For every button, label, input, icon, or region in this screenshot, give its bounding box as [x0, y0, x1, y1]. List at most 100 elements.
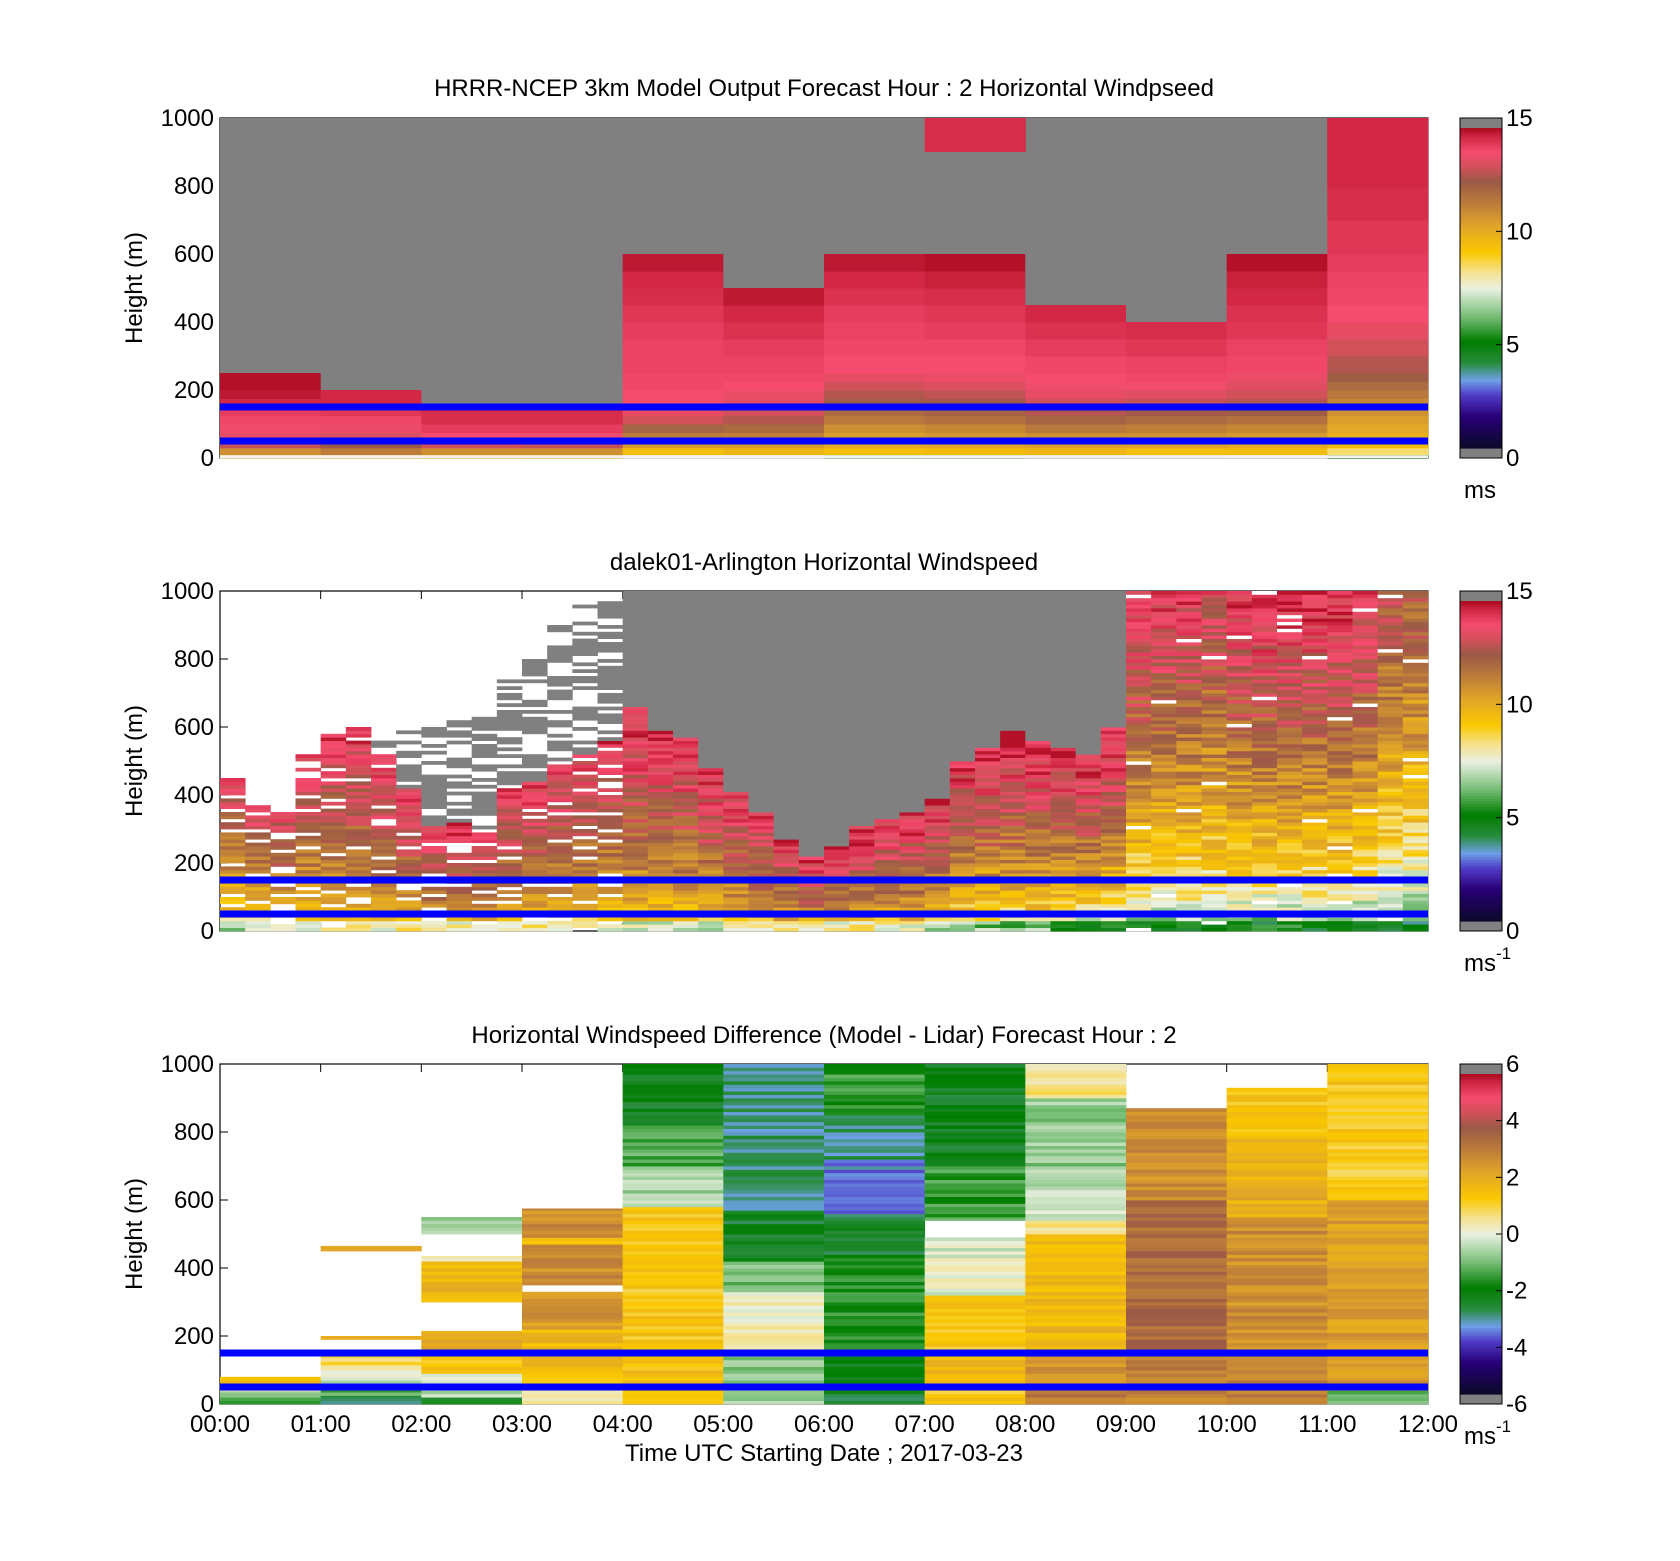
heatmap-cell: [673, 716, 699, 721]
colorbar-segment: [1460, 352, 1502, 356]
heatmap-cell: [773, 839, 800, 843]
heatmap-cell: [1126, 662, 1152, 667]
heatmap-cell: [1327, 597, 1353, 602]
heatmap-cell: [723, 665, 749, 670]
heatmap-cell: [1352, 825, 1379, 830]
heatmap-cell: [673, 924, 699, 928]
heatmap-cell: [1327, 271, 1429, 289]
heatmap-cell: [949, 621, 976, 626]
heatmap-cell: [1176, 635, 1202, 639]
heatmap-cell: [899, 863, 926, 867]
heatmap-cell: [597, 778, 624, 782]
heatmap-cell: [748, 659, 775, 663]
heatmap-cell: [798, 706, 825, 711]
heatmap-cell: [748, 815, 775, 820]
heatmap-cell: [1176, 740, 1202, 745]
heatmap-cell: [1327, 662, 1353, 667]
heatmap-cell: [698, 662, 724, 667]
heatmap-cell: [673, 808, 699, 813]
heatmap-cell: [1176, 859, 1202, 864]
heatmap-cell: [949, 856, 976, 860]
heatmap-cell: [522, 447, 624, 456]
heatmap-cell: [748, 835, 775, 840]
heatmap-cell: [1100, 733, 1127, 738]
heatmap-cell: [773, 662, 800, 667]
heatmap-cell: [1000, 832, 1026, 837]
heatmap-cell: [220, 373, 322, 391]
heatmap-cell: [622, 1138, 724, 1143]
heatmap-cell: [622, 754, 649, 758]
heatmap-cell: [723, 655, 749, 660]
heatmap-cell: [1327, 638, 1353, 643]
heatmap-cell: [597, 720, 624, 724]
heatmap-cell: [1277, 618, 1303, 622]
heatmap-cell: [1000, 849, 1026, 854]
heatmap-cell: [723, 1366, 825, 1371]
heatmap-cell: [1126, 761, 1152, 765]
heatmap-cell: [1302, 699, 1328, 704]
heatmap-cell: [924, 815, 951, 820]
heatmap-cell: [975, 614, 1001, 619]
heatmap-cell: [1327, 791, 1353, 796]
heatmap-cell: [1251, 924, 1278, 928]
heatmap-cell: [1352, 710, 1379, 714]
heatmap-cell: [673, 863, 699, 867]
heatmap-cell: [522, 1380, 624, 1384]
heatmap-cell: [647, 815, 674, 820]
heatmap-cell: [1226, 893, 1253, 898]
heatmap-cell: [320, 1373, 422, 1378]
heatmap-cell: [824, 849, 850, 854]
heatmap-cell: [1402, 832, 1429, 837]
heatmap-cell: [1100, 744, 1127, 748]
heatmap-cell: [949, 716, 976, 721]
heatmap-cell: [824, 767, 850, 772]
heatmap-cell: [1226, 645, 1253, 650]
heatmap-cell: [1327, 829, 1353, 833]
heatmap-cell: [1075, 784, 1102, 789]
heatmap-cell: [849, 686, 875, 690]
heatmap-cell: [1402, 784, 1429, 789]
heatmap-cell: [1126, 665, 1152, 670]
heatmap-cell: [295, 791, 322, 796]
heatmap-cell: [522, 699, 548, 704]
heatmap-cell: [723, 1373, 825, 1378]
heatmap-cell: [270, 927, 296, 932]
heatmap-cell: [572, 784, 598, 789]
heatmap-cell: [949, 829, 976, 833]
heatmap-cell: [1352, 917, 1379, 922]
heatmap-cell: [723, 652, 749, 656]
heatmap-cell: [421, 1223, 523, 1228]
heatmap-cell: [1100, 927, 1127, 932]
heatmap-cell: [1226, 665, 1253, 670]
heatmap-cell: [1327, 432, 1429, 442]
heatmap-cell: [1025, 750, 1051, 755]
heatmap-cell: [949, 672, 976, 677]
heatmap-cell: [572, 648, 598, 653]
heatmap-cell: [1352, 846, 1379, 850]
heatmap-cell: [1050, 614, 1077, 619]
heatmap-cell: [1050, 597, 1077, 602]
heatmap-cell: [320, 897, 347, 901]
heatmap-cell: [773, 652, 800, 656]
heatmap-cell: [1176, 893, 1202, 898]
heatmap-cell: [1000, 601, 1026, 605]
heatmap-cell: [723, 869, 749, 874]
heatmap-cell: [622, 1145, 724, 1150]
heatmap-cell: [1151, 886, 1177, 891]
heatmap-cell: [572, 886, 598, 891]
heatmap-cell: [1352, 900, 1379, 905]
colorbar-segment: [1460, 208, 1502, 212]
heatmap-cell: [1025, 611, 1051, 616]
heatmap-cell: [522, 869, 548, 874]
x-tick-label: 09:00: [1096, 1411, 1156, 1438]
heatmap-cell: [1352, 662, 1379, 667]
heatmap-cell: [1151, 761, 1177, 765]
heatmap-cell: [1126, 927, 1152, 932]
heatmap-cell: [949, 648, 976, 653]
heatmap-cell: [522, 842, 548, 847]
heatmap-cell: [824, 730, 850, 735]
heatmap-cell: [597, 795, 624, 799]
heatmap-cell: [1327, 390, 1429, 399]
heatmap-cell: [1126, 893, 1152, 898]
heatmap-cell: [1352, 829, 1379, 833]
